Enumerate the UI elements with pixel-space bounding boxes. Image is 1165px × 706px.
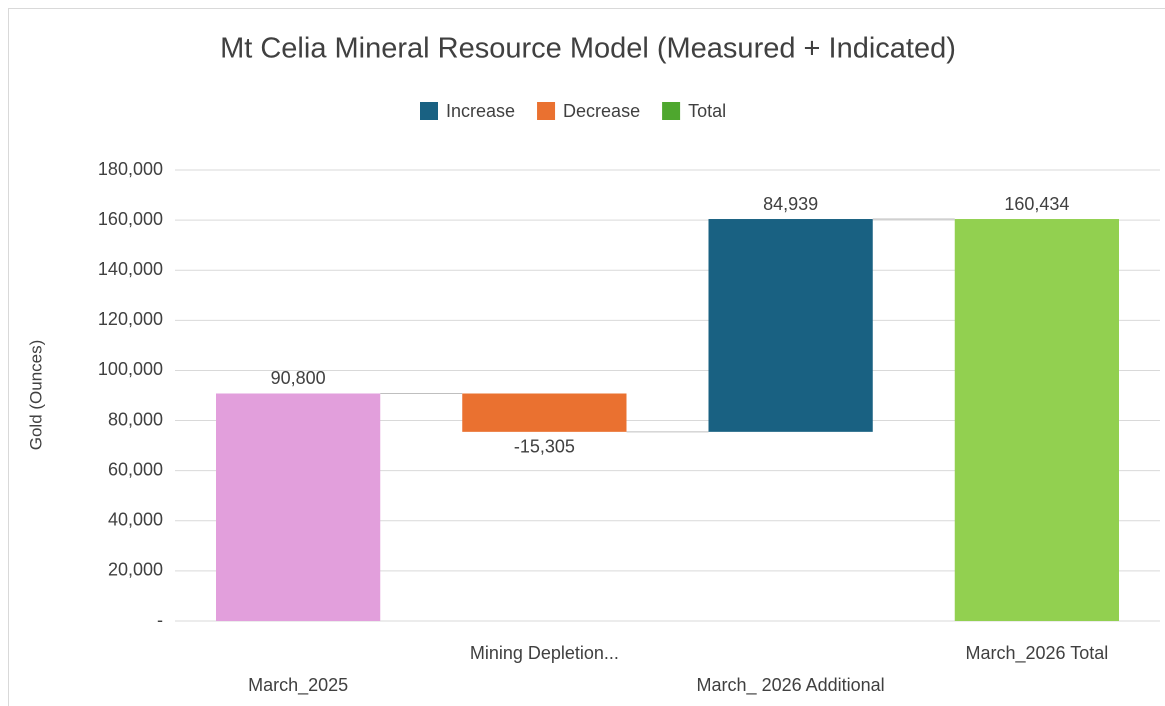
y-tick-label: 180,000 [98, 159, 163, 179]
y-tick-label: - [157, 610, 163, 630]
x-tick-label: March_ 2026 Additional [697, 675, 885, 696]
x-tick-label: March_2025 [248, 675, 348, 696]
y-tick-label: 140,000 [98, 259, 163, 279]
x-tick-label: Mining Depletion... [470, 643, 619, 663]
chart-title: Mt Celia Mineral Resource Model (Measure… [220, 33, 956, 65]
bar [216, 393, 381, 621]
legend-swatch [662, 102, 681, 120]
y-tick-label: 120,000 [98, 309, 163, 329]
value-label: 84,939 [763, 194, 818, 214]
y-tick-label: 160,000 [98, 209, 163, 229]
legend-label: Increase [446, 101, 515, 121]
x-tick-label: March_2026 Total [965, 643, 1108, 664]
y-tick-label: 60,000 [108, 459, 163, 479]
bar [954, 219, 1119, 622]
value-label: 160,434 [1004, 194, 1069, 214]
bar [708, 219, 873, 432]
value-label: -15,305 [514, 437, 575, 457]
y-axis-title: Gold (Ounces) [26, 340, 45, 451]
y-tick-label: 20,000 [108, 560, 163, 580]
legend-swatch [420, 102, 438, 120]
y-tick-label: 40,000 [108, 510, 163, 530]
y-tick-label: 80,000 [108, 409, 163, 429]
value-label: 90,800 [271, 368, 326, 388]
bar [462, 393, 627, 432]
legend-swatch [537, 102, 556, 120]
legend-label: Decrease [563, 101, 640, 121]
legend-label: Total [688, 101, 726, 121]
y-tick-label: 100,000 [98, 359, 163, 379]
